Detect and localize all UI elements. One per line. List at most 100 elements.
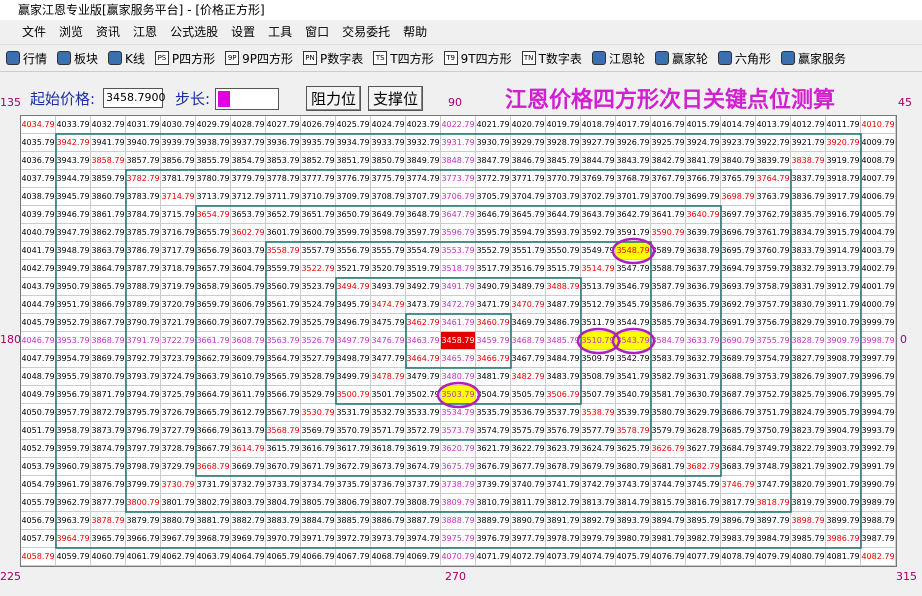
- toolbar-button[interactable]: TN T数字表: [521, 50, 582, 67]
- price-cell: 3819.79: [791, 494, 826, 512]
- price-cell: 3683.79: [721, 458, 756, 476]
- price-cell: 3481.79: [476, 368, 511, 386]
- toolbar-button[interactable]: 赢家服务: [780, 50, 846, 67]
- toolbar-button[interactable]: K线: [108, 50, 145, 67]
- price-cell: 3627.79: [686, 440, 721, 458]
- menu-item[interactable]: 公式选股: [170, 24, 219, 39]
- price-cell: 3524.79: [301, 296, 336, 314]
- price-cell: 4013.79: [756, 116, 791, 134]
- menu-item[interactable]: 设置: [231, 24, 256, 39]
- price-cell: 3893.79: [616, 512, 651, 530]
- toolbar-button[interactable]: T9 9T四方形: [443, 50, 512, 67]
- price-cell: 3636.79: [686, 278, 721, 296]
- price-cell: 3882.79: [231, 512, 266, 530]
- price-cell: 3676.79: [476, 458, 511, 476]
- price-cell: 3967.79: [161, 530, 196, 548]
- angle-label: 180: [0, 333, 21, 346]
- menu-item[interactable]: 帮助: [403, 24, 428, 39]
- price-cell: 3798.79: [126, 458, 161, 476]
- price-cell: 3618.79: [371, 440, 406, 458]
- price-cell: 3576.79: [546, 422, 581, 440]
- price-cell: 3530.79: [301, 404, 336, 422]
- angle-label: 0: [900, 333, 907, 346]
- resistance-button[interactable]: 阻力位: [306, 86, 362, 111]
- price-cell: 3872.79: [91, 404, 126, 422]
- price-cell: 3739.79: [476, 476, 511, 494]
- toolbar-icon: PS: [154, 51, 169, 65]
- price-cell: 3547.79: [616, 260, 651, 278]
- price-cell: 3710.79: [301, 188, 336, 206]
- toolbar-button[interactable]: 板块: [57, 50, 98, 67]
- price-cell: 4003.79: [861, 242, 896, 260]
- price-cell: 3692.79: [721, 296, 756, 314]
- price-cell: 3659.79: [196, 296, 231, 314]
- price-cell: 3584.79: [651, 332, 686, 350]
- price-cell: 3767.79: [651, 170, 686, 188]
- step-select[interactable]: [215, 88, 279, 110]
- price-cell: 3980.79: [616, 530, 651, 548]
- price-cell: 3845.79: [546, 152, 581, 170]
- price-cell: 3895.79: [686, 512, 721, 530]
- menu-item[interactable]: 文件: [22, 24, 47, 39]
- toolbar-label: T数字表: [538, 51, 582, 66]
- price-cell: 3643.79: [581, 206, 616, 224]
- price-cell: 3552.79: [476, 242, 511, 260]
- toolbar-button[interactable]: 江恩轮: [591, 50, 645, 67]
- price-cell: 3984.79: [756, 530, 791, 548]
- toolbar-button[interactable]: 赢家轮: [654, 50, 708, 67]
- menu-item[interactable]: 工具: [268, 24, 293, 39]
- angle-label: 270: [445, 570, 466, 583]
- menu-item[interactable]: 交易委托: [342, 24, 391, 39]
- toolbar-button[interactable]: TS T四方形: [373, 50, 434, 67]
- price-cell: 3711.79: [266, 188, 301, 206]
- price-cell: 3862.79: [91, 224, 126, 242]
- toolbar-button[interactable]: 六角形: [717, 50, 771, 67]
- support-button[interactable]: 支撑位: [368, 86, 424, 111]
- price-cell: 4022.79: [441, 116, 476, 134]
- price-cell: 3685.79: [721, 422, 756, 440]
- price-cell: 3472.79: [441, 296, 476, 314]
- menu-item[interactable]: 浏览: [59, 24, 84, 39]
- price-cell: 4082.79: [861, 548, 896, 566]
- price-cell: 3461.79: [441, 314, 476, 332]
- price-cell: 3701.79: [616, 188, 651, 206]
- menu-item[interactable]: 资讯: [96, 24, 121, 39]
- price-cell: 3946.79: [56, 206, 91, 224]
- price-cell: 4033.79: [56, 116, 91, 134]
- price-cell: 3543.79: [616, 332, 651, 350]
- toolbar-button[interactable]: 9P 9P四方形: [225, 50, 293, 67]
- price-cell: 3977.79: [511, 530, 546, 548]
- price-cell: 4071.79: [476, 548, 511, 566]
- price-cell: 3782.79: [126, 170, 161, 188]
- price-cell: 4014.79: [721, 116, 756, 134]
- price-cell: 3469.79: [511, 314, 546, 332]
- price-cell: 3531.79: [336, 404, 371, 422]
- price-cell: 3780.79: [196, 170, 231, 188]
- price-cell: 4047.79: [21, 350, 56, 368]
- price-cell: 3557.79: [301, 242, 336, 260]
- price-cell: 3694.79: [721, 260, 756, 278]
- price-cell: 3823.79: [791, 422, 826, 440]
- price-cell: 3908.79: [826, 350, 861, 368]
- price-cell: 4066.79: [301, 548, 336, 566]
- price-cell: 3473.79: [406, 296, 441, 314]
- start-price-input[interactable]: 3458.7900: [103, 88, 166, 108]
- price-cell: 3718.79: [161, 260, 196, 278]
- toolbar-button[interactable]: 行情: [6, 50, 47, 67]
- menu-item[interactable]: 窗口: [305, 24, 330, 39]
- toolbar-button[interactable]: PS P四方形: [154, 50, 215, 67]
- price-cell: 4035.79: [21, 134, 56, 152]
- price-cell: 3874.79: [91, 440, 126, 458]
- price-cell: 3836.79: [791, 188, 826, 206]
- price-cell: 3611.79: [231, 386, 266, 404]
- price-cell: 3592.79: [581, 224, 616, 242]
- price-cell: 3751.79: [756, 404, 791, 422]
- menu-item[interactable]: 江恩: [133, 24, 158, 39]
- price-cell: 3479.79: [406, 368, 441, 386]
- price-cell: 4063.79: [196, 548, 231, 566]
- price-cell: 3597.79: [406, 224, 441, 242]
- price-cell: 3510.79: [581, 332, 616, 350]
- toolbar-button[interactable]: PN P数字表: [303, 50, 363, 67]
- price-cell: 3822.79: [791, 440, 826, 458]
- price-cell: 3812.79: [546, 494, 581, 512]
